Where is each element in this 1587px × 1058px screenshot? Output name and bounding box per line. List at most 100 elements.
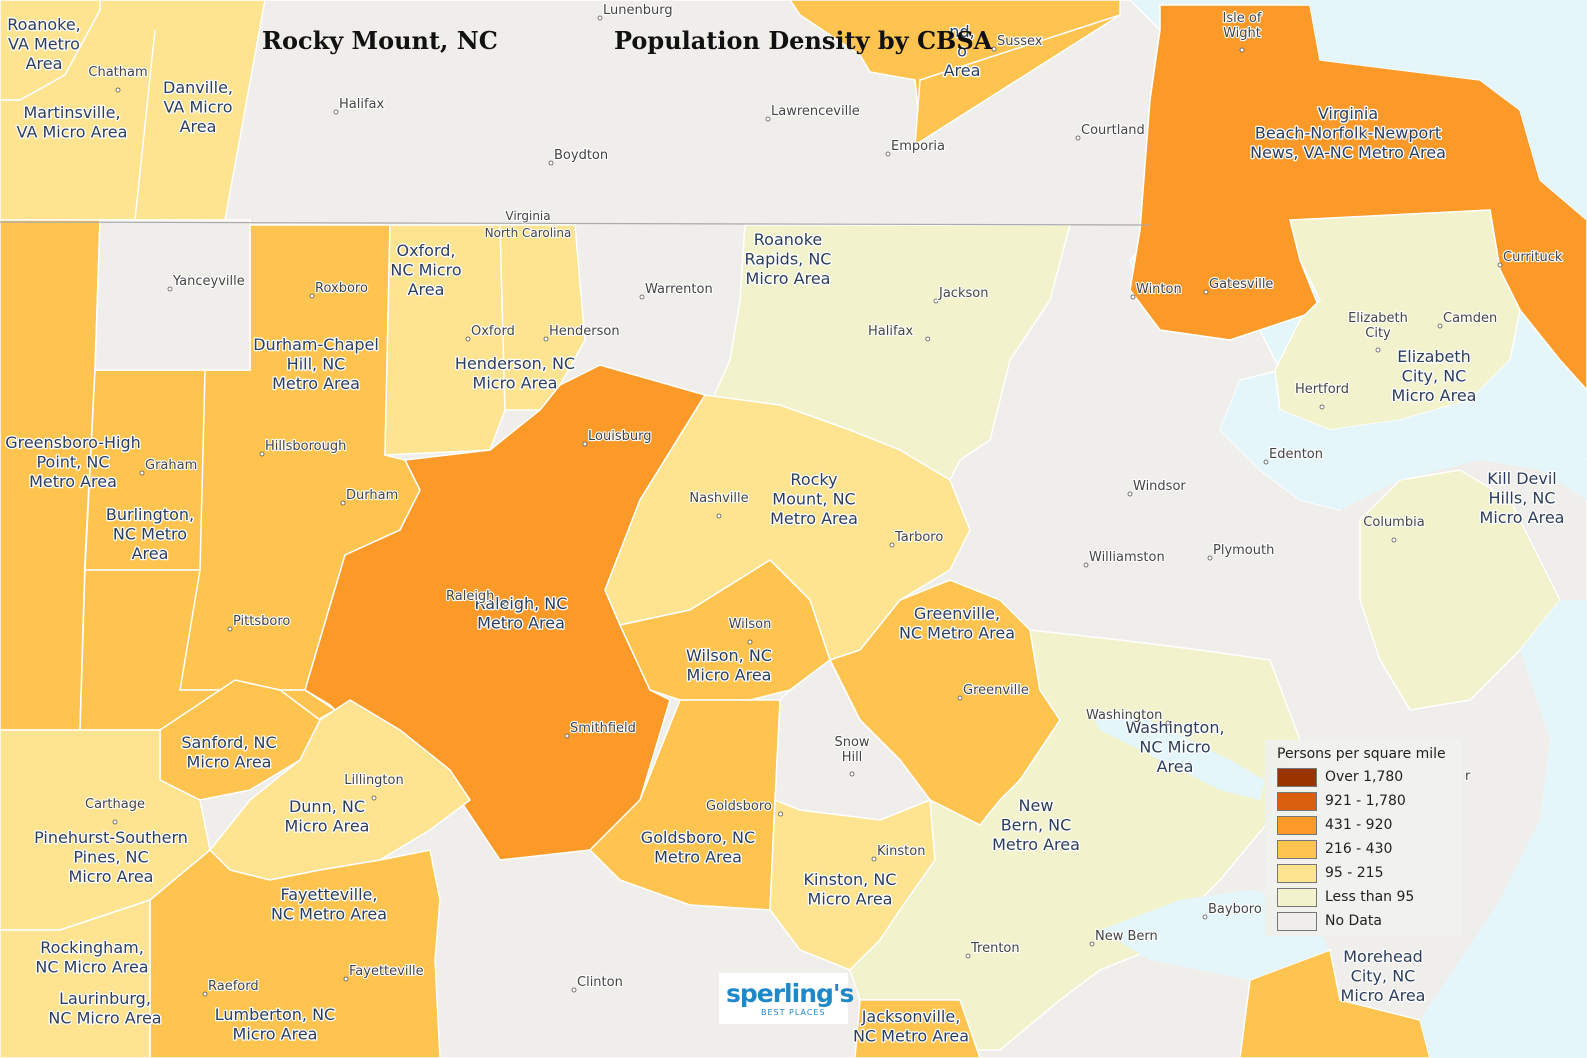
region-border bbox=[134, 29, 156, 221]
city-label-kinston: Kinston bbox=[877, 844, 925, 859]
area-label-rocky-mount: Rocky bbox=[790, 470, 837, 489]
area-label-richmond-partial: Area bbox=[944, 61, 981, 80]
city-label-durham: Durham bbox=[346, 488, 398, 503]
city-dot-kinston bbox=[871, 856, 877, 862]
area-label-martinsville: VA Micro Area bbox=[17, 123, 128, 142]
city-label-raeford: Raeford bbox=[208, 979, 259, 994]
area-label-laurinburg: NC Micro Area bbox=[48, 1009, 161, 1028]
area-label-washington: NC Micro bbox=[1139, 738, 1210, 757]
area-label-kill-devil: Kill Devil bbox=[1487, 469, 1556, 488]
city-dot-gatesville bbox=[1203, 289, 1209, 295]
area-label-greensboro: Point, NC bbox=[36, 453, 109, 472]
city-label-yanceyville: Yanceyville bbox=[172, 274, 245, 289]
city-dot-boydton bbox=[548, 160, 554, 166]
legend-label: Less than 95 bbox=[1325, 889, 1415, 905]
area-label-durham: Hill, NC bbox=[287, 355, 346, 374]
map-subtitle: Population Density by CBSA bbox=[614, 26, 993, 55]
area-label-roanoke: VA Metro bbox=[8, 35, 80, 54]
area-label-dunn: Dunn, NC bbox=[289, 797, 365, 816]
area-label-wilson: Micro Area bbox=[687, 666, 772, 685]
region-rockingham[interactable] bbox=[0, 898, 151, 1058]
area-label-virginia-beach: News, VA-NC Metro Area bbox=[1250, 143, 1446, 162]
area-label-burlington: Burlington, bbox=[106, 505, 194, 524]
city-dot-smithfield bbox=[564, 733, 570, 739]
city-label-oxford: Oxford bbox=[471, 324, 515, 339]
region-oxford[interactable] bbox=[384, 224, 506, 456]
legend-swatch bbox=[1277, 912, 1317, 931]
pamlico-sound bbox=[1420, 600, 1587, 1058]
area-label-oxford: Area bbox=[408, 280, 445, 299]
city-dot-plymouth bbox=[1207, 555, 1213, 561]
city-label-plymouth: Plymouth bbox=[1213, 543, 1274, 558]
area-label-danville: VA Micro bbox=[163, 98, 232, 117]
region-caswell[interactable] bbox=[94, 219, 251, 371]
city-dot-warrenton bbox=[639, 294, 645, 300]
legend-label: 431 - 920 bbox=[1325, 817, 1393, 833]
city-label-bayboro: Bayboro bbox=[1208, 902, 1262, 917]
city-label-washington: Washington bbox=[1086, 708, 1162, 723]
city-dot-bayboro bbox=[1202, 914, 1208, 920]
city-dot-hillsborough bbox=[259, 451, 265, 457]
city-dot-halifax-va bbox=[333, 109, 339, 115]
city-dot-raleigh bbox=[503, 601, 509, 607]
city-label-windsor: Windsor bbox=[1133, 479, 1186, 494]
city-label-snow-hill: Snow bbox=[834, 735, 869, 750]
city-label-courtland: Courtland bbox=[1081, 123, 1145, 138]
city-dot-courtland bbox=[1075, 135, 1081, 141]
city-label-louisburg: Louisburg bbox=[588, 429, 651, 444]
area-label-sanford: Micro Area bbox=[187, 753, 272, 772]
city-dot-chatham bbox=[115, 87, 121, 93]
region-goldsboro[interactable] bbox=[588, 699, 781, 911]
sperlings-logo[interactable]: sperling's BEST PLACES bbox=[719, 973, 854, 1024]
city-label-gatesville: Gatesville bbox=[1209, 277, 1273, 292]
region-emporia[interactable] bbox=[914, 14, 1121, 147]
area-label-pinehurst: Micro Area bbox=[69, 867, 154, 886]
city-label-sussex: Sussex bbox=[997, 34, 1043, 49]
area-label-greensboro: Metro Area bbox=[29, 472, 117, 491]
city-dot-columbia bbox=[1391, 537, 1397, 543]
area-label-greensboro: Greensboro-High bbox=[5, 433, 141, 452]
city-dot-roxboro bbox=[309, 293, 315, 299]
city-label-hillsborough: Hillsborough bbox=[265, 439, 346, 454]
region-richmond-partial[interactable] bbox=[789, 0, 1121, 132]
city-label-snow-hill: Hill bbox=[842, 750, 863, 765]
city-label-goldsboro: Goldsboro bbox=[706, 799, 772, 814]
area-label-virginia-beach: Virginia bbox=[1318, 104, 1378, 123]
city-label-lunenburg: Lunenburg bbox=[603, 3, 673, 18]
city-label-greenville: Greenville bbox=[963, 683, 1029, 698]
area-label-virginia-beach: Beach-Norfolk-Newport bbox=[1255, 124, 1441, 143]
city-label-tarboro: Tarboro bbox=[894, 530, 943, 545]
area-label-burlington: NC Metro bbox=[113, 525, 187, 544]
chesapeake-bay bbox=[1165, 0, 1587, 220]
city-dot-hertford bbox=[1319, 404, 1325, 410]
state-boundary-va-nc bbox=[0, 221, 1151, 226]
area-label-rockingham: NC Micro Area bbox=[35, 958, 148, 977]
area-label-burlington: Area bbox=[132, 544, 169, 563]
city-label-camden: Camden bbox=[1443, 311, 1497, 326]
region-fayetteville[interactable] bbox=[149, 848, 441, 1058]
city-dot-trenton bbox=[965, 953, 971, 959]
area-label-new-bern: Bern, NC bbox=[1001, 816, 1072, 835]
legend-swatch bbox=[1277, 792, 1317, 811]
city-dot-jackson bbox=[933, 298, 939, 304]
city-label-winton: Winton bbox=[1136, 282, 1182, 297]
city-label-smithfield: Smithfield bbox=[570, 721, 636, 736]
area-label-lumberton: Micro Area bbox=[233, 1025, 318, 1044]
area-label-roanoke-rapids: Roanoke bbox=[754, 230, 822, 249]
logo-tagline: BEST PLACES bbox=[761, 1008, 826, 1017]
city-label-isle-of-wight: Wight bbox=[1223, 26, 1261, 41]
city-label-chatham: Chatham bbox=[88, 65, 147, 80]
city-dot-greenville bbox=[957, 695, 963, 701]
city-label-new-bern: New Bern bbox=[1095, 929, 1158, 944]
city-label-jackson: Jackson bbox=[938, 286, 988, 301]
city-dot-graham bbox=[139, 470, 145, 476]
city-dot-williamston bbox=[1083, 562, 1089, 568]
region-jacksonville[interactable] bbox=[854, 999, 981, 1058]
area-label-raleigh: Metro Area bbox=[477, 614, 565, 633]
area-label-sanford: Sanford, NC bbox=[181, 733, 276, 752]
city-dot-winton bbox=[1130, 294, 1136, 300]
city-label-halifax-va: Halifax bbox=[339, 97, 385, 112]
city-dot-fayetteville bbox=[343, 976, 349, 982]
area-label-danville: Area bbox=[180, 117, 217, 136]
city-dot-durham bbox=[340, 500, 346, 506]
